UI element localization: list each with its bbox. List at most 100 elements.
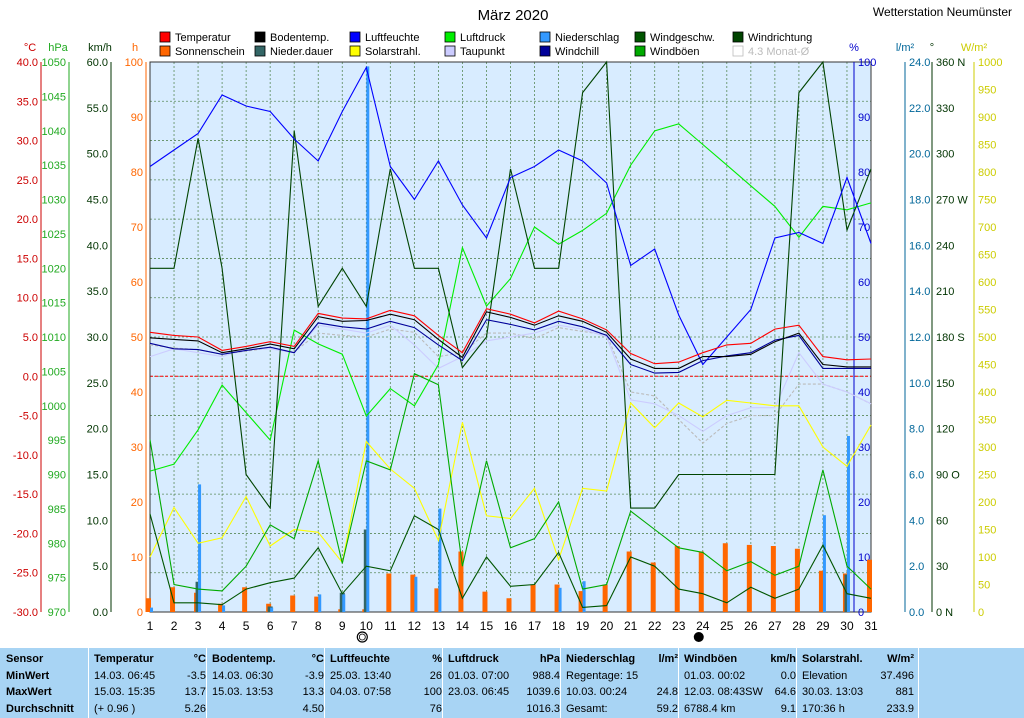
bar — [458, 551, 464, 612]
bar — [414, 576, 418, 612]
axis-tick-label: 55.0 — [87, 103, 108, 115]
chart-legend: Temperatur Sonnenschein Bodentemp. Nieder.d… — [159, 31, 812, 58]
series-Windgeschw. — [149, 513, 872, 608]
axis-tick-label: 22.0 — [909, 103, 930, 115]
legend-item: Nieder.dauer — [254, 45, 333, 58]
bar — [146, 598, 151, 612]
axis-tick-label: 270 W — [936, 195, 968, 207]
x-tick-label: 2 — [171, 619, 178, 633]
axis-tick-label: 1005 — [42, 366, 66, 378]
x-tick-label: 5 — [243, 619, 250, 633]
stat-text: 15.03. 15:35 — [94, 686, 156, 698]
stat-value: 76 — [429, 702, 442, 715]
bar — [222, 605, 226, 612]
axis-tick-label: 0.0 — [909, 607, 924, 619]
stat-text: Gesamt: — [566, 702, 608, 715]
axis-tick-label: 10.0 — [17, 293, 38, 305]
stat-row: Regentage: 15 — [566, 668, 678, 685]
stat-text: 14.03. 06:45 — [94, 669, 156, 682]
stat-text: Luftfeuchte — [330, 653, 390, 665]
legend-item: Windrichtung — [732, 31, 812, 44]
stat-value: 13.3 — [302, 686, 324, 698]
axis-tick-label: 25.0 — [17, 175, 38, 187]
stat-value: 0.0 — [780, 669, 796, 682]
stat-text: 15.03. 13:53 — [212, 686, 274, 698]
axis-tick-label: 60 — [858, 277, 870, 289]
x-tick-label: 28 — [792, 619, 806, 633]
axis-left-2: km/h 60.0 55.0 50.0 45.0 40.0 35.0 30.0 25.0 20.0… — [87, 42, 112, 619]
stat-divider — [918, 648, 919, 718]
bar — [290, 595, 296, 612]
axis-tick-label: 1045 — [42, 91, 66, 103]
axis-tick-label: 30 — [858, 442, 870, 454]
bar — [867, 559, 872, 612]
stat-row: 15.03. 13:53 13.3 — [212, 684, 324, 701]
stat-row: Solarstrahl. W/m² — [802, 651, 914, 668]
stat-value: % — [432, 653, 442, 665]
axis-tick-label: -10.0 — [13, 450, 38, 462]
stat-text: Sensor — [6, 653, 44, 665]
stat-divider — [206, 648, 207, 718]
axis-tick-label: 900 — [978, 112, 996, 124]
stat-text: Windböen — [684, 653, 738, 665]
axis-tick-label: -5.0 — [19, 411, 38, 423]
axis-tick-label: 210 — [936, 286, 954, 298]
legend-swatch — [539, 31, 551, 43]
legend-label: Nieder.dauer — [270, 46, 333, 58]
stat-divider — [442, 648, 443, 718]
stat-value: 100 — [423, 686, 442, 698]
axis-tick-label: -20.0 — [13, 528, 38, 540]
axis-tick-label: 970 — [48, 607, 66, 619]
axis-tick-label: 35.0 — [87, 286, 108, 298]
stat-value: 4.50 — [302, 702, 324, 715]
axis-tick-label: -30.0 — [13, 607, 38, 619]
axis-left-0: °C 40.0 35.0 30.0 25.0 20.0 15.0 10.0 5.0 0.0 -5.0… — [13, 42, 42, 619]
legend-item: Windgeschw. — [634, 31, 715, 44]
axis-tick-label: 16.0 — [909, 240, 930, 252]
stat-value: 988.4 — [532, 669, 560, 682]
stat-row: 01.03. 07:00 988.4 — [448, 668, 560, 685]
axis-tick-label: 24.0 — [909, 57, 930, 69]
axis-tick-label: 250 — [978, 470, 996, 482]
axis-unit: l/m² — [896, 42, 915, 54]
axis-tick-label: 0.0 — [23, 371, 38, 383]
chart-title: März 2020 — [478, 7, 549, 24]
stat-text: 23.03. 06:45 — [448, 686, 510, 698]
stat-value: km/h — [770, 653, 796, 665]
x-tick-label: 12 — [408, 619, 422, 633]
bar — [578, 591, 584, 612]
stat-column: Luftfeuchte% 25.03. 13:40 26 04.03. 07:58 10… — [330, 651, 442, 717]
x-tick-label: 11 — [384, 619, 397, 633]
legend-swatch — [444, 31, 456, 43]
legend-swatch — [159, 45, 171, 57]
bar — [506, 598, 512, 612]
bar — [150, 607, 153, 612]
axis-unit: ° — [930, 42, 934, 54]
x-tick-label: 27 — [768, 619, 782, 633]
bar — [314, 596, 320, 612]
axis-tick-label: 400 — [978, 387, 996, 399]
axis-tick-label: 90 — [131, 112, 143, 124]
axis-tick-label: 40.0 — [17, 57, 38, 69]
stat-column: Bodentemp. °C 14.03. 06:30 -3.9 15.03. 13:53… — [212, 651, 324, 717]
axis-tick-label: 985 — [48, 504, 66, 516]
bar — [602, 584, 608, 612]
new-moon-icon — [693, 632, 704, 642]
axis-tick-label: 500 — [978, 332, 996, 344]
legend-label: Sonnenschein — [175, 46, 245, 58]
series-Taupunkt — [149, 324, 872, 432]
axis-left-1: hPa 1050 1045 1040 1035 1030 1025 1020 1015 1010 1… — [42, 42, 70, 619]
bar — [794, 548, 800, 612]
stat-text: Temperatur — [94, 653, 154, 665]
stat-value: 64.6 — [774, 686, 796, 698]
station-name: Wetterstation Neumünster — [873, 5, 1012, 19]
axis-tick-label: 12.0 — [909, 332, 930, 344]
axis-tick-label: 30.0 — [87, 332, 108, 344]
axis-tick-label: 35.0 — [17, 96, 38, 108]
axis-tick-label: 8.0 — [909, 424, 924, 436]
stat-value: 5.26 — [184, 702, 206, 715]
axis-tick-label: 300 — [936, 149, 954, 161]
legend-item: Taupunkt — [444, 45, 505, 58]
